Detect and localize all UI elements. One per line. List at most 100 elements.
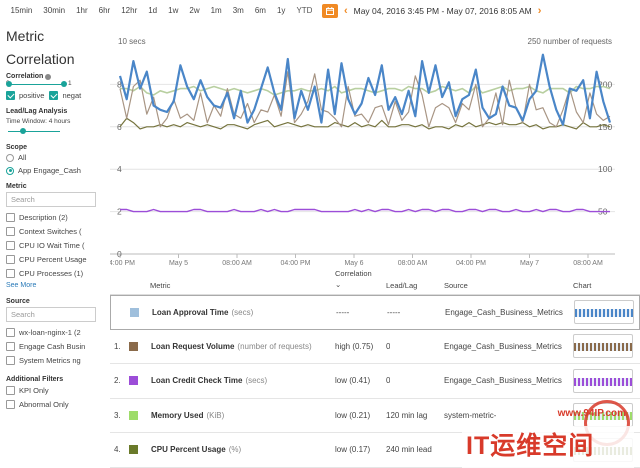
x-tick-label: May 6 [344,260,363,267]
metric-checkbox[interactable] [6,226,15,236]
calendar-button[interactable] [321,4,338,18]
scope-app-radio[interactable] [6,166,14,175]
series-line-2 [119,71,611,128]
col-chart: Chart [573,281,592,290]
metric-checkbox[interactable] [6,254,15,264]
row-index: 2. [114,376,121,386]
date-range-label: May 04, 2016 3:45 PM - May 07, 2016 8:05… [353,6,532,16]
source-item-label: Engage Cash Busin [19,341,86,351]
metric-item-label: Context Switches ( [19,226,82,236]
range-1w[interactable]: 1w [168,6,179,15]
right-tick-label: 150 [598,122,612,132]
metric-item-label: Description (2) [19,212,68,222]
abnormal-only-checkbox[interactable] [6,399,15,409]
series-swatch [129,376,138,386]
correlation-value: low (0.21) [335,410,371,420]
x-tick-label: 08:00 AM [398,260,428,267]
range-30min[interactable]: 30min [43,6,66,15]
col-metric[interactable]: Metric [150,281,171,290]
time-window-slider[interactable] [6,127,62,135]
time-window-label: Time Window: 4 hours [6,118,71,125]
x-tick-label: 04:00 PM [110,260,135,267]
metric-checkbox[interactable] [6,268,15,278]
x-tick-label: May 5 [169,260,188,267]
correlation-range-slider[interactable]: 0 1 [6,80,74,89]
scope-heading: Scope [6,144,28,151]
row-index: 4. [114,445,121,455]
table-row[interactable]: 1. Loan Request Volume (number of requests… [110,330,640,364]
metric-heading: Metric [6,183,27,190]
corr-max-handle[interactable] [61,81,67,87]
series-color-checkbox[interactable] [129,330,138,364]
col-leadlag[interactable]: Lead/Lag [386,281,418,290]
metric-search-input[interactable]: Search [6,192,96,207]
range-1d[interactable]: 1d [148,6,158,15]
leadlag-value: 120 min lag [386,410,428,420]
x-tick-label: 04:00 PM [281,260,311,267]
prev-range-chevron-icon[interactable]: ‹ [343,5,348,17]
filter-sidebar: Metric Correlation Correlation 0 1 posit… [0,22,102,468]
metric-checkbox[interactable] [6,212,15,222]
metric-item-label: CPU Percent Usage [19,254,87,264]
table-row[interactable]: 2. Loan Credit Check Time (secs) low (0.41)… [110,364,640,399]
source-checkbox[interactable] [6,327,15,337]
additional-filters-heading: Additional Filters [6,376,64,383]
series-color-checkbox[interactable] [129,364,138,398]
metric-unit: (secs) [231,307,254,317]
col-source[interactable]: Source [444,281,468,290]
series-swatch [129,341,138,351]
range-1m[interactable]: 1m [210,6,222,15]
time-window-track [8,131,60,132]
metric-name: Memory Used [151,410,204,420]
positive-checkbox[interactable] [6,90,15,100]
range-3m[interactable]: 3m [232,6,244,15]
next-range-chevron-icon[interactable]: › [537,5,542,17]
right-tick-label: 100 [598,164,612,174]
corr-min-handle[interactable] [6,81,12,87]
table-row[interactable]: Loan Approval Time (secs) ----- ----- Engage… [110,295,640,330]
series-color-checkbox[interactable] [130,296,139,329]
range-1y[interactable]: 1y [276,6,286,15]
metric-item-label: CPU IO Wait Time ( [19,240,85,250]
see-more-link[interactable]: See More [6,282,37,289]
time-range-toolbar: 15min 30min 1hr 6hr 12hr 1d 1w 2w 1m 3m … [0,0,640,22]
range-15min[interactable]: 15min [10,6,33,15]
left-tick-label: 8 [117,79,122,89]
range-6hr[interactable]: 6hr [98,6,111,15]
range-2w[interactable]: 2w [189,6,200,15]
metric-name: CPU Percent Usage [151,445,226,455]
range-12hr[interactable]: 12hr [121,6,138,15]
info-icon[interactable] [45,73,52,80]
series-color-checkbox[interactable] [129,433,138,467]
negative-checkbox[interactable] [49,90,59,100]
metric-unit: (%) [228,445,242,455]
corr-max-label: 1 [68,80,72,87]
metric-unit: (secs) [245,376,268,386]
x-tick-label: 08:00 AM [222,260,252,267]
series-swatch [129,445,138,455]
right-tick-label: 200 [598,79,612,89]
series-color-checkbox[interactable] [129,399,138,433]
range-ytd[interactable]: YTD [296,6,313,15]
col-correlation[interactable]: Correlation ⌄ [335,268,372,290]
sparkline-chart[interactable] [573,364,633,398]
range-1hr[interactable]: 1hr [76,6,88,15]
sparkline-chart[interactable] [573,330,633,364]
scope-all-radio[interactable] [6,153,14,162]
sort-chevron-down-icon[interactable]: ⌄ [335,280,342,289]
sparkline-thumbnail [573,368,633,393]
source-checkbox[interactable] [6,355,15,365]
time-window-handle[interactable] [20,128,26,134]
source-search-input[interactable]: Search [6,307,96,322]
sparkline-chart[interactable] [574,296,634,329]
source-checkbox[interactable] [6,341,15,351]
range-6m[interactable]: 6m [254,6,266,15]
page-title-line1: Metric [6,28,45,44]
kpi-only-checkbox[interactable] [6,385,15,395]
metric-checkbox[interactable] [6,240,15,250]
correlation-value: high (0.75) [335,341,374,351]
row-index: 3. [114,410,121,420]
series-swatch [129,410,138,420]
